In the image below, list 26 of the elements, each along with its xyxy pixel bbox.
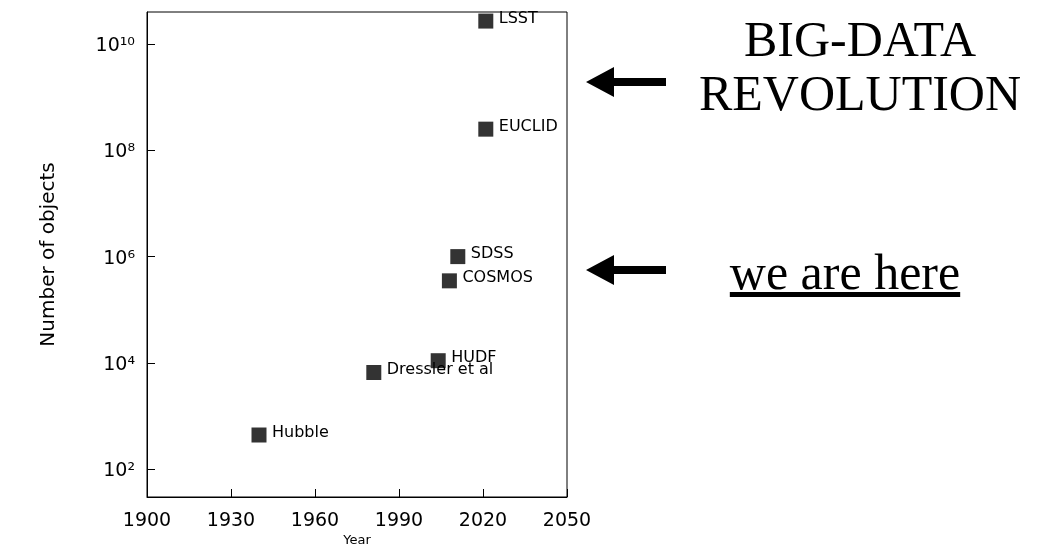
point [478, 13, 494, 29]
point [366, 365, 382, 380]
y-tick-label: 10⁸ [103, 139, 135, 162]
text: we are here [728, 244, 962, 300]
y-tick-label: 10¹⁰ [95, 33, 135, 55]
point [441, 273, 457, 289]
annotation: EUCLID [498, 115, 558, 135]
x-tick-label: 1930 [206, 507, 256, 530]
x-tick-label: 1990 [374, 507, 424, 530]
x-tick-label: 2020 [458, 507, 508, 530]
x-tick-label: 1900 [122, 507, 172, 530]
point [450, 249, 466, 265]
annotation: LSST [498, 7, 539, 27]
point [478, 121, 494, 137]
y-tick-label: 10⁴ [103, 351, 136, 374]
annotation: COSMOS [462, 267, 533, 287]
x-tick-label: 2050 [542, 507, 592, 530]
y-tick-label: 10⁶ [103, 245, 135, 268]
x-tick-label: 1960 [290, 507, 340, 530]
x-axis-title: Year [342, 531, 372, 547]
annotation: Hubble [272, 421, 329, 441]
annotation: SDSS [470, 243, 514, 263]
point [251, 427, 267, 443]
y-axis-title: Number of objects [35, 162, 59, 347]
text: BIG-DATA REVOLUTION [697, 11, 1023, 121]
y-tick-label: 10² [103, 458, 135, 481]
